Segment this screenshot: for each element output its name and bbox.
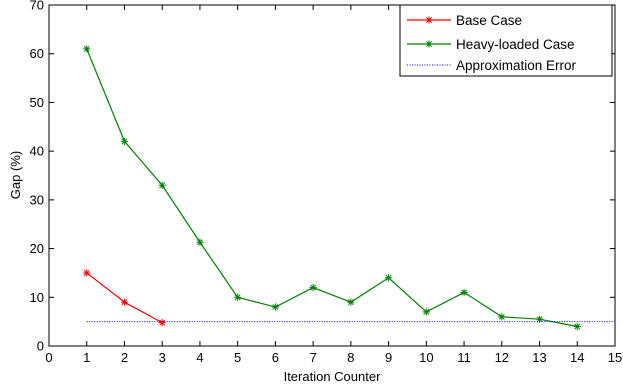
x-tick-label: 5 <box>234 350 241 365</box>
data-point-base-case <box>158 319 166 327</box>
series-heavy-loaded-case <box>83 45 581 331</box>
data-point-heavy-loaded-case <box>309 283 317 292</box>
data-point-heavy-loaded-case <box>83 45 91 53</box>
legend: Base Case Heavy-loaded Case Approximation … <box>399 4 613 77</box>
data-point-heavy-loaded-case <box>573 322 581 331</box>
series-layer <box>83 45 615 331</box>
x-tick-label: 8 <box>347 350 354 365</box>
x-tick-label: 9 <box>385 350 392 365</box>
x-tick-label: 7 <box>310 350 317 365</box>
y-tick-label: 0 <box>37 339 44 354</box>
data-point-heavy-loaded-case <box>460 288 468 297</box>
data-point-heavy-loaded-case <box>158 181 166 189</box>
x-tick-label: 4 <box>196 350 203 365</box>
legend-marker-base-case <box>425 16 433 24</box>
data-point-heavy-loaded-case <box>422 308 430 316</box>
y-tick-label: 60 <box>30 46 44 61</box>
data-point-heavy-loaded-case <box>120 137 129 145</box>
y-tick-label: 10 <box>30 290 44 305</box>
legend-label-approximation-error: Approximation Error <box>456 58 577 73</box>
y-tick-label: 50 <box>30 95 44 110</box>
legend-entry-base-case: Base Case <box>407 13 522 28</box>
y-tick-label: 40 <box>30 144 44 159</box>
data-point-base-case <box>120 298 129 306</box>
legend-label-base-case: Base Case <box>456 13 522 28</box>
x-axis: 0 1 2 3 4 5 6 7 8 9 10 11 12 13 14 15 <box>45 5 622 365</box>
legend-entry-heavy-loaded-case: Heavy-loaded Case <box>407 37 575 52</box>
series-base-case <box>83 269 166 327</box>
y-axis-title: Gap (%) <box>8 151 23 199</box>
y-tick-label: 30 <box>30 192 44 207</box>
data-point-heavy-loaded-case <box>347 298 355 306</box>
data-point-heavy-loaded-case <box>535 315 544 323</box>
legend-marker-heavy-loaded-case <box>425 40 433 48</box>
data-point-heavy-loaded-case <box>498 313 506 321</box>
legend-label-heavy-loaded-case: Heavy-loaded Case <box>456 37 575 52</box>
data-point-heavy-loaded-case <box>196 238 204 246</box>
x-tick-label: 3 <box>159 350 166 365</box>
x-tick-label: 14 <box>570 350 584 365</box>
data-point-heavy-loaded-case <box>271 303 279 311</box>
x-tick-label: 2 <box>121 350 128 365</box>
x-axis-title: Iteration Counter <box>284 369 382 384</box>
y-tick-label: 20 <box>30 241 44 256</box>
x-tick-label: 0 <box>45 350 52 365</box>
x-tick-label: 11 <box>457 350 471 365</box>
x-tick-label: 6 <box>272 350 279 365</box>
x-tick-label: 12 <box>495 350 509 365</box>
y-axis: 0 10 20 30 40 50 60 70 <box>30 0 615 354</box>
legend-entry-approximation-error: Approximation Error <box>407 58 577 73</box>
data-point-heavy-loaded-case <box>234 293 242 301</box>
x-tick-label: 15 <box>608 350 622 365</box>
x-tick-label: 10 <box>419 350 433 365</box>
data-point-heavy-loaded-case <box>385 274 393 282</box>
series-line-heavy-loaded-case <box>86 48 578 328</box>
x-tick-label: 13 <box>532 350 546 365</box>
x-tick-label: 1 <box>83 350 90 365</box>
legend-box <box>399 4 613 77</box>
data-point-base-case <box>83 269 91 277</box>
y-tick-label: 70 <box>30 0 44 13</box>
